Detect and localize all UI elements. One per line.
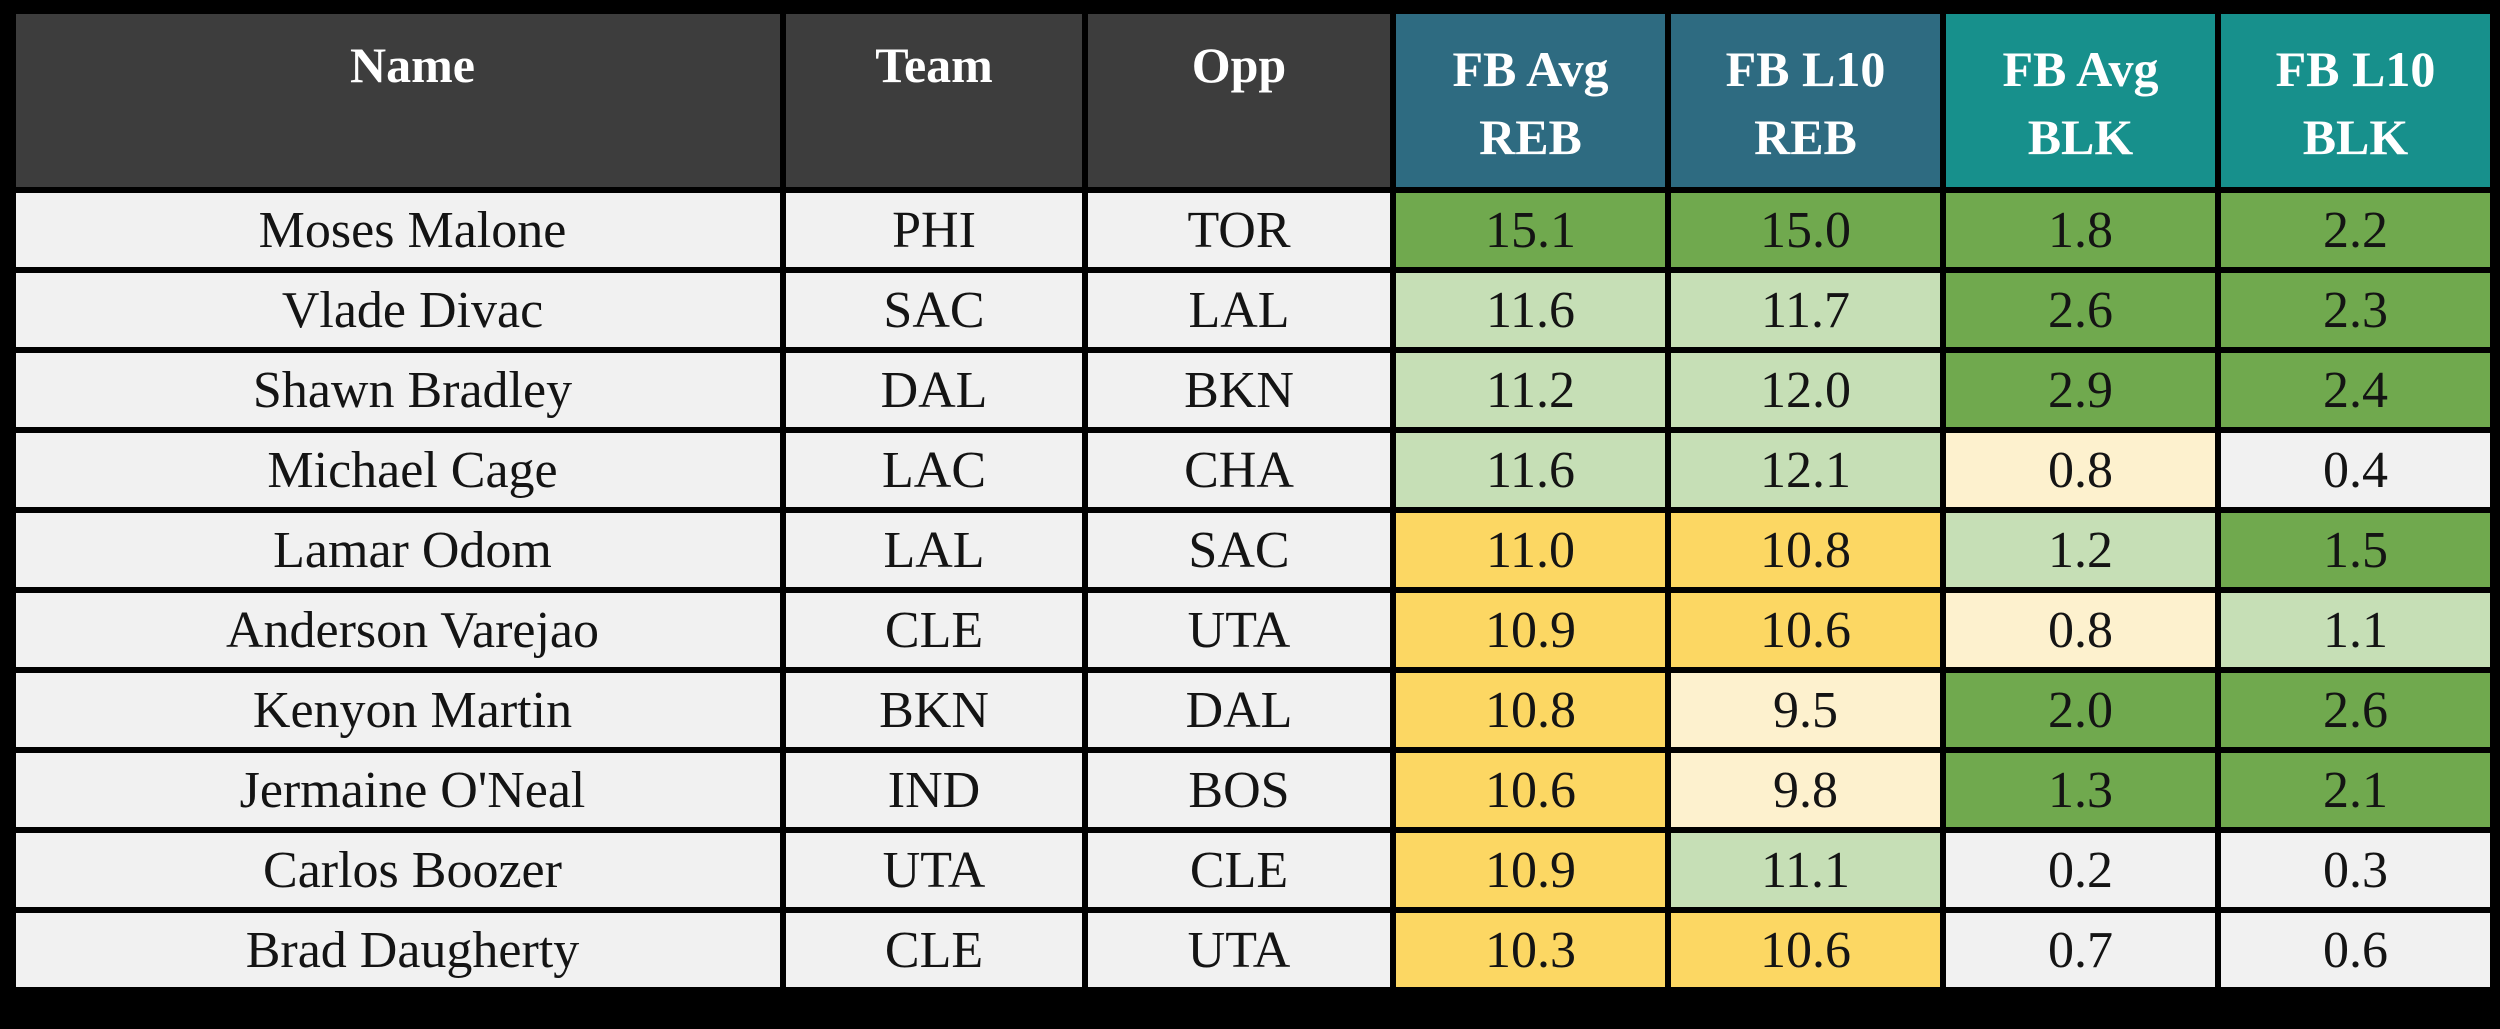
table-row: Kenyon Martin BKN DAL 10.8 9.5 2.0 2.6 xyxy=(10,667,2496,753)
player-name-cell: Jermaine O'Neal xyxy=(10,747,786,833)
stat-cell-fb-l10-reb: 15.0 xyxy=(1665,187,1946,273)
stat-cell-fb-avg-blk: 2.6 xyxy=(1940,267,2221,353)
table-row: Anderson Varejao CLE UTA 10.9 10.6 0.8 1.1 xyxy=(10,587,2496,673)
stat-cell-fb-avg-blk: 1.2 xyxy=(1940,507,2221,593)
opp-cell: BKN xyxy=(1082,347,1396,433)
player-stats-table: Name Team Opp FB Avg REB FB L10 REB FB A… xyxy=(10,8,2496,993)
opp-cell: LAL xyxy=(1082,267,1396,353)
team-cell: SAC xyxy=(780,267,1088,353)
header-line: BLK xyxy=(2302,108,2409,165)
stat-cell-fb-avg-reb: 10.9 xyxy=(1390,587,1671,673)
header-line: BLK xyxy=(2027,108,2134,165)
player-name-cell: Michael Cage xyxy=(10,427,786,513)
col-header-team: Team xyxy=(780,8,1088,193)
stat-cell-fb-l10-blk: 2.2 xyxy=(2215,187,2496,273)
stat-cell-fb-avg-blk: 0.7 xyxy=(1940,907,2221,993)
header-line: REB xyxy=(1479,108,1582,165)
header-line: FB Avg xyxy=(1452,41,1609,97)
stat-cell-fb-avg-blk: 1.8 xyxy=(1940,187,2221,273)
player-name-cell: Carlos Boozer xyxy=(10,827,786,913)
col-header-fb-avg-blk: FB Avg BLK xyxy=(1940,8,2221,193)
header-line: FB L10 xyxy=(2275,41,2436,97)
col-header-fb-l10-blk: FB L10 BLK xyxy=(2215,8,2496,193)
team-cell: BKN xyxy=(780,667,1088,753)
stat-cell-fb-avg-reb: 11.6 xyxy=(1390,427,1671,513)
stat-cell-fb-l10-blk: 1.5 xyxy=(2215,507,2496,593)
opp-cell: DAL xyxy=(1082,667,1396,753)
table-row: Brad Daugherty CLE UTA 10.3 10.6 0.7 0.6 xyxy=(10,907,2496,993)
opp-cell: CHA xyxy=(1082,427,1396,513)
stat-cell-fb-l10-reb: 11.1 xyxy=(1665,827,1946,913)
opp-cell: TOR xyxy=(1082,187,1396,273)
player-name-cell: Shawn Bradley xyxy=(10,347,786,433)
header-line: REB xyxy=(1754,108,1857,165)
stat-cell-fb-avg-reb: 10.6 xyxy=(1390,747,1671,833)
col-header-name: Name xyxy=(10,8,786,193)
stat-cell-fb-l10-reb: 10.8 xyxy=(1665,507,1946,593)
col-header-opp: Opp xyxy=(1082,8,1396,193)
stat-cell-fb-avg-reb: 11.2 xyxy=(1390,347,1671,433)
stat-cell-fb-l10-blk: 0.4 xyxy=(2215,427,2496,513)
stat-cell-fb-l10-blk: 2.3 xyxy=(2215,267,2496,353)
stat-cell-fb-l10-blk: 0.3 xyxy=(2215,827,2496,913)
team-cell: PHI xyxy=(780,187,1088,273)
team-cell: LAC xyxy=(780,427,1088,513)
table-row: Jermaine O'Neal IND BOS 10.6 9.8 1.3 2.1 xyxy=(10,747,2496,833)
player-name-cell: Anderson Varejao xyxy=(10,587,786,673)
stat-cell-fb-avg-blk: 1.3 xyxy=(1940,747,2221,833)
player-name-cell: Lamar Odom xyxy=(10,507,786,593)
team-cell: UTA xyxy=(780,827,1088,913)
stat-cell-fb-avg-blk: 0.8 xyxy=(1940,587,2221,673)
stat-cell-fb-avg-reb: 15.1 xyxy=(1390,187,1671,273)
stat-cell-fb-l10-blk: 2.1 xyxy=(2215,747,2496,833)
stat-cell-fb-avg-blk: 0.8 xyxy=(1940,427,2221,513)
stat-cell-fb-avg-reb: 10.3 xyxy=(1390,907,1671,993)
table-row: Shawn Bradley DAL BKN 11.2 12.0 2.9 2.4 xyxy=(10,347,2496,433)
stat-cell-fb-avg-reb: 10.8 xyxy=(1390,667,1671,753)
team-cell: CLE xyxy=(780,587,1088,673)
team-cell: IND xyxy=(780,747,1088,833)
stat-cell-fb-l10-reb: 12.1 xyxy=(1665,427,1946,513)
opp-cell: BOS xyxy=(1082,747,1396,833)
stat-cell-fb-avg-reb: 11.0 xyxy=(1390,507,1671,593)
player-name-cell: Brad Daugherty xyxy=(10,907,786,993)
col-header-fb-l10-reb: FB L10 REB xyxy=(1665,8,1946,193)
table-row: Lamar Odom LAL SAC 11.0 10.8 1.2 1.5 xyxy=(10,507,2496,593)
stat-cell-fb-l10-reb: 9.8 xyxy=(1665,747,1946,833)
table-body: Moses Malone PHI TOR 15.1 15.0 1.8 2.2 Vlade Di… xyxy=(10,187,2496,993)
stat-cell-fb-l10-reb: 10.6 xyxy=(1665,587,1946,673)
stat-cell-fb-l10-blk: 2.6 xyxy=(2215,667,2496,753)
header-row: Name Team Opp FB Avg REB FB L10 REB FB A… xyxy=(10,8,2496,193)
stat-cell-fb-l10-blk: 2.4 xyxy=(2215,347,2496,433)
team-cell: DAL xyxy=(780,347,1088,433)
header-line: FB Avg xyxy=(2002,41,2159,97)
stat-cell-fb-avg-blk: 2.9 xyxy=(1940,347,2221,433)
stat-cell-fb-l10-reb: 10.6 xyxy=(1665,907,1946,993)
opp-cell: UTA xyxy=(1082,587,1396,673)
stat-cell-fb-avg-blk: 2.0 xyxy=(1940,667,2221,753)
stat-cell-fb-l10-reb: 9.5 xyxy=(1665,667,1946,753)
header-line: FB L10 xyxy=(1725,41,1886,97)
stats-table-container: Name Team Opp FB Avg REB FB L10 REB FB A… xyxy=(10,8,2496,993)
stat-cell-fb-avg-blk: 0.2 xyxy=(1940,827,2221,913)
stat-cell-fb-l10-reb: 12.0 xyxy=(1665,347,1946,433)
stat-cell-fb-l10-blk: 1.1 xyxy=(2215,587,2496,673)
table-row: Michael Cage LAC CHA 11.6 12.1 0.8 0.4 xyxy=(10,427,2496,513)
team-cell: CLE xyxy=(780,907,1088,993)
stat-cell-fb-avg-reb: 10.9 xyxy=(1390,827,1671,913)
player-name-cell: Moses Malone xyxy=(10,187,786,273)
stat-cell-fb-l10-reb: 11.7 xyxy=(1665,267,1946,353)
player-name-cell: Vlade Divac xyxy=(10,267,786,353)
opp-cell: SAC xyxy=(1082,507,1396,593)
stat-cell-fb-l10-blk: 0.6 xyxy=(2215,907,2496,993)
player-name-cell: Kenyon Martin xyxy=(10,667,786,753)
table-row: Carlos Boozer UTA CLE 10.9 11.1 0.2 0.3 xyxy=(10,827,2496,913)
col-header-fb-avg-reb: FB Avg REB xyxy=(1390,8,1671,193)
stat-cell-fb-avg-reb: 11.6 xyxy=(1390,267,1671,353)
team-cell: LAL xyxy=(780,507,1088,593)
opp-cell: UTA xyxy=(1082,907,1396,993)
table-row: Moses Malone PHI TOR 15.1 15.0 1.8 2.2 xyxy=(10,187,2496,273)
opp-cell: CLE xyxy=(1082,827,1396,913)
table-row: Vlade Divac SAC LAL 11.6 11.7 2.6 2.3 xyxy=(10,267,2496,353)
